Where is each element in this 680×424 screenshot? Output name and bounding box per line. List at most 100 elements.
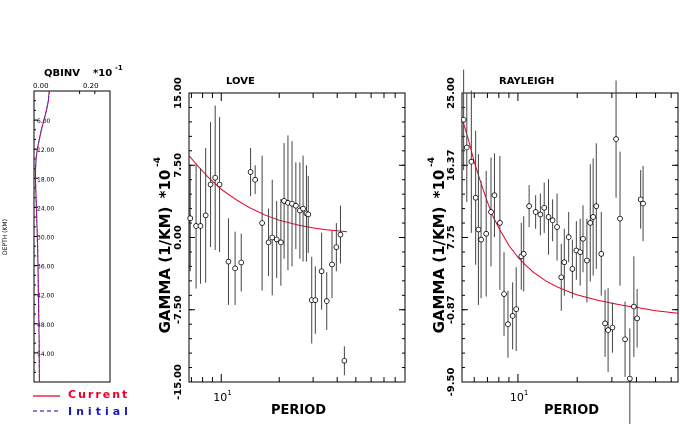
qbinv-initial-line (34, 90, 50, 383)
love-ytick-label: 0.00 (173, 225, 184, 250)
legend-current-label: Current (68, 388, 129, 401)
rayleigh-data-point (640, 200, 646, 207)
love-data-group (187, 105, 348, 376)
qbinv-xtick-label-0: 0.00 (33, 82, 49, 90)
rayleigh-data-point (549, 217, 556, 224)
rayleigh-data-point (587, 220, 594, 226)
love-data-point (278, 239, 284, 246)
rayleigh-data-point (602, 320, 608, 327)
qbinv-multiplier: *10 (93, 68, 112, 79)
love-data-point (232, 265, 238, 272)
rayleigh-data-point (634, 315, 640, 322)
love-ytick-label: 15.00 (173, 77, 184, 109)
love-ytick-label: 7.50 (173, 153, 184, 178)
rayleigh-ytick-label: -0.87 (446, 295, 457, 324)
qbinv-ytick-label: 12.00 (37, 147, 54, 154)
love-data-point (312, 297, 319, 303)
love-data-point (202, 212, 209, 219)
rayleigh-data-point (483, 230, 489, 237)
rayleigh-data-point (598, 251, 605, 257)
love-axis-group: 15.00 7.50 0.00 -7.50 -15.00 10 1 (173, 77, 406, 404)
rayleigh-ylabel: GAMMA (1/KM) (430, 207, 448, 334)
qbinv-title: QBINV (44, 68, 80, 79)
love-data-point (293, 202, 299, 209)
rayleigh-ytick-label: -9.50 (446, 368, 457, 397)
love-data-point (212, 174, 218, 181)
rayleigh-data-point (501, 291, 507, 297)
love-data-point (305, 211, 312, 218)
love-xlabel: PERIOD (271, 403, 326, 418)
love-data-point (216, 181, 223, 188)
love-data-point (329, 261, 335, 268)
love-data-point (207, 181, 214, 188)
love-xtick-label: 10 (213, 391, 227, 404)
love-model-curve (188, 155, 348, 233)
love-data-point (341, 358, 348, 364)
rayleigh-data-point (526, 203, 532, 209)
qbinv-ytick-label: 42.00 (37, 293, 54, 300)
qbinv-series-group (34, 90, 50, 383)
rayleigh-data-point (580, 235, 586, 242)
rayleigh-data-point (488, 209, 494, 215)
qbinv-ytick-label: 24.00 (37, 205, 54, 212)
love-data-point (259, 220, 265, 226)
legend-initial-label: Initial (68, 405, 132, 418)
rayleigh-data-point (509, 313, 516, 319)
rayleigh-ytick-label: 7.75 (446, 225, 457, 250)
rayleigh-data-point (590, 214, 596, 220)
rayleigh-data-point (537, 211, 544, 218)
love-ytick-label: -15.00 (173, 364, 184, 400)
qbinv-ytick-label: 48.00 (37, 322, 54, 329)
rayleigh-data-point (463, 144, 470, 151)
rayleigh-data-point (505, 321, 511, 328)
rayleigh-data-point (478, 236, 484, 243)
qbinv-xtick-label-1: 0.20 (83, 82, 99, 90)
love-data-point (265, 239, 272, 246)
rayleigh-data-point (468, 158, 475, 165)
qbinv-panel: QBINV *10 -1 0.00 0.20 6.0012.0018.0024.… (2, 64, 123, 383)
love-data-point (323, 298, 330, 304)
rayleigh-ymultiplier: *10 (430, 170, 448, 199)
love-data-point (300, 205, 306, 212)
rayleigh-xtick-label: 10 (510, 391, 524, 404)
love-data-point (337, 231, 344, 238)
love-data-point (273, 236, 280, 243)
love-frame (188, 92, 406, 383)
rayleigh-data-point (609, 324, 616, 331)
rayleigh-xtick-label-exp: 1 (524, 389, 528, 397)
rayleigh-xlabel: PERIOD (544, 403, 599, 418)
rayleigh-data-point (513, 306, 519, 312)
love-data-point (225, 258, 232, 265)
rayleigh-data-point (497, 220, 503, 226)
love-xtick-label-exp: 1 (227, 389, 231, 397)
rayleigh-data-point (622, 336, 628, 343)
love-data-point (333, 244, 340, 250)
rayleigh-ytick-label: 25.00 (446, 77, 457, 109)
rayleigh-data-point (541, 204, 548, 211)
rayleigh-ytick-label: 16.37 (446, 149, 457, 181)
rayleigh-data-point (554, 224, 560, 230)
love-data-point (197, 223, 204, 229)
rayleigh-data-point (627, 375, 633, 382)
rayleigh-data-point (491, 192, 498, 198)
legend: Current Initial (33, 388, 132, 418)
rayleigh-data-point (584, 257, 590, 264)
qbinv-ytick-label: 30.00 (37, 235, 54, 242)
qbinv-tick-group: 6.0012.0018.0024.0030.0036.0042.0048.005… (34, 91, 96, 373)
rayleigh-data-point (561, 259, 568, 266)
love-title: LOVE (226, 76, 255, 87)
rayleigh-data-point (593, 203, 600, 209)
rayleigh-data-point (460, 117, 467, 123)
rayleigh-data-point (577, 249, 583, 255)
rayleigh-data-point (631, 303, 637, 310)
love-data-point (247, 169, 254, 175)
qbinv-multiplier-exp: -1 (115, 64, 123, 72)
rayleigh-data-point (532, 209, 539, 215)
rayleigh-data-point (472, 194, 479, 201)
rayleigh-data-point (475, 226, 482, 233)
love-ymultiplier-exp: -4 (153, 157, 163, 167)
qbinv-ytick-label: 18.00 (37, 176, 54, 183)
love-data-point (252, 176, 258, 183)
rayleigh-title: RAYLEIGH (499, 76, 554, 87)
